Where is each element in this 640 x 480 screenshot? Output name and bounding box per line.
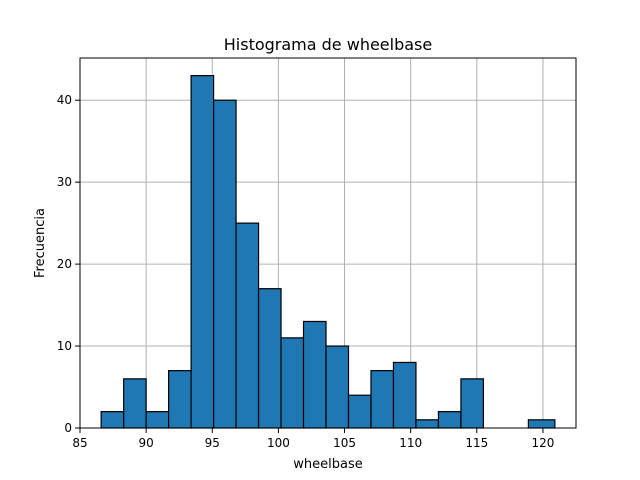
histogram-bar-6 bbox=[235, 222, 260, 429]
histogram-bar-7 bbox=[257, 288, 282, 429]
histogram-bar-13 bbox=[392, 361, 417, 429]
histogram-bar-5 bbox=[212, 99, 237, 429]
histogram-bar-9 bbox=[302, 320, 327, 429]
histogram-bar-2 bbox=[145, 411, 170, 429]
y-tick-label-1: 10 bbox=[57, 339, 72, 353]
histogram-bar-14 bbox=[415, 419, 440, 429]
histogram-bar-19 bbox=[527, 419, 556, 429]
x-tick-label-2: 95 bbox=[205, 436, 220, 450]
histogram-bar-1 bbox=[123, 378, 147, 429]
x-axis-label: wheelbase bbox=[293, 457, 362, 472]
y-tick-label-3: 30 bbox=[57, 175, 72, 189]
axis-ticks: 85 90 95 100 105 110 115 120 0 10 20 30 40 bbox=[57, 93, 555, 450]
histogram-bar-4 bbox=[190, 75, 215, 429]
histogram-bar-12 bbox=[370, 370, 395, 429]
chart-title: Histograma de wheelbase bbox=[224, 35, 432, 54]
x-tick-label-1: 90 bbox=[138, 436, 153, 450]
x-tick-label-6: 115 bbox=[465, 436, 488, 450]
histogram-bar-0 bbox=[100, 411, 125, 429]
histogram-bar-8 bbox=[280, 337, 305, 429]
x-tick-label-5: 110 bbox=[399, 436, 422, 450]
y-tick-label-0: 0 bbox=[64, 421, 72, 435]
histogram-bar-11 bbox=[347, 394, 372, 429]
histogram-bar-16 bbox=[460, 378, 485, 429]
y-tick-label-4: 40 bbox=[57, 93, 72, 107]
x-tick-label-3: 100 bbox=[267, 436, 290, 450]
histogram-bar-10 bbox=[325, 345, 350, 429]
x-tick-label-0: 85 bbox=[72, 436, 87, 450]
x-tick-label-4: 105 bbox=[333, 436, 356, 450]
y-tick-label-2: 20 bbox=[57, 257, 72, 271]
histogram-bar-15 bbox=[437, 411, 462, 429]
x-tick-label-7: 120 bbox=[531, 436, 554, 450]
plot-area-frame bbox=[79, 57, 577, 429]
y-axis-label: Frecuencia bbox=[33, 208, 48, 278]
histogram-bars bbox=[100, 75, 556, 429]
histogram-bar-3 bbox=[168, 370, 192, 429]
